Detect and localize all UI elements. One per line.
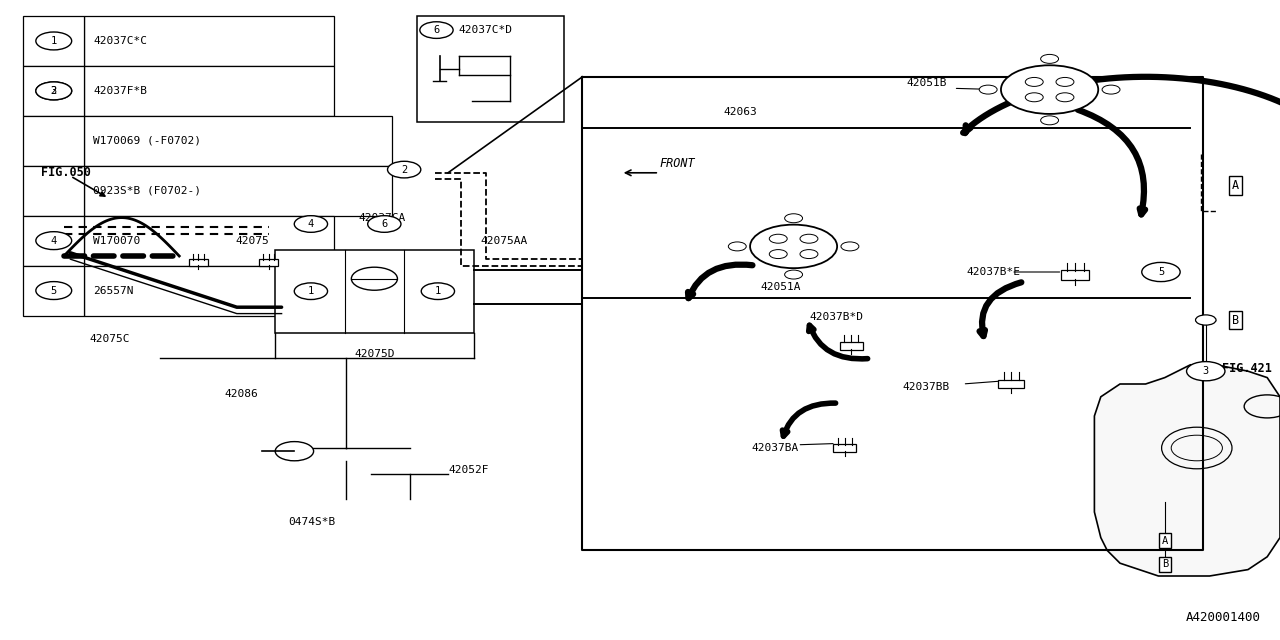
Bar <box>84 116 392 166</box>
FancyBboxPatch shape <box>840 342 863 349</box>
Circle shape <box>1001 65 1098 114</box>
Bar <box>23 166 84 216</box>
Text: A: A <box>1231 179 1239 192</box>
Text: 42075AA: 42075AA <box>480 236 527 246</box>
Circle shape <box>1041 54 1059 63</box>
Bar <box>84 166 392 216</box>
Text: 6: 6 <box>434 25 439 35</box>
Circle shape <box>841 242 859 251</box>
Text: 3: 3 <box>51 86 56 96</box>
Text: 42075D: 42075D <box>355 349 394 359</box>
Text: 42037B*D: 42037B*D <box>809 312 863 322</box>
FancyBboxPatch shape <box>998 380 1024 388</box>
Text: A: A <box>1162 536 1167 546</box>
Circle shape <box>1187 362 1225 381</box>
Text: 42075C: 42075C <box>90 334 131 344</box>
Text: W170069 (-F0702): W170069 (-F0702) <box>93 136 201 146</box>
Bar <box>84 16 334 66</box>
Text: 42051A: 42051A <box>760 282 801 292</box>
Text: 1: 1 <box>51 36 56 46</box>
Text: 4: 4 <box>307 219 314 229</box>
Text: 42037BB: 42037BB <box>902 382 950 392</box>
Bar <box>275 250 474 333</box>
Circle shape <box>294 283 328 300</box>
Text: 0923S*B (F0702-): 0923S*B (F0702-) <box>93 186 201 196</box>
Text: B: B <box>1231 314 1239 326</box>
Bar <box>84 66 334 116</box>
Text: 42037F*B: 42037F*B <box>93 86 147 96</box>
Circle shape <box>1102 85 1120 94</box>
Circle shape <box>421 283 454 300</box>
Text: 42037B*E: 42037B*E <box>966 267 1020 277</box>
FancyBboxPatch shape <box>260 259 278 266</box>
Text: 42063: 42063 <box>723 107 756 117</box>
FancyBboxPatch shape <box>833 444 856 452</box>
FancyBboxPatch shape <box>189 259 207 266</box>
Text: 42037BA: 42037BA <box>751 443 799 453</box>
Circle shape <box>1041 116 1059 125</box>
Text: FIG.050: FIG.050 <box>41 166 91 179</box>
Text: 42037C*C: 42037C*C <box>93 36 147 46</box>
Circle shape <box>1142 262 1180 282</box>
Text: 42051B: 42051B <box>906 78 947 88</box>
Text: 2: 2 <box>401 164 407 175</box>
Bar <box>84 266 334 316</box>
Text: 42086: 42086 <box>224 388 257 399</box>
Circle shape <box>36 232 72 250</box>
Text: 42037CA: 42037CA <box>358 212 406 223</box>
Text: 42075: 42075 <box>236 236 269 246</box>
Text: FIG.421: FIG.421 <box>1222 362 1272 374</box>
Bar <box>23 216 84 266</box>
Circle shape <box>785 214 803 223</box>
Bar <box>23 16 84 66</box>
Text: 1: 1 <box>435 286 442 296</box>
Bar <box>23 66 84 116</box>
Text: 26557N: 26557N <box>93 285 134 296</box>
Circle shape <box>750 225 837 268</box>
Text: FRONT: FRONT <box>659 157 695 170</box>
Polygon shape <box>1094 365 1280 576</box>
Text: W170070: W170070 <box>93 236 141 246</box>
Circle shape <box>36 32 72 50</box>
Circle shape <box>388 161 421 178</box>
Circle shape <box>785 270 803 279</box>
Bar <box>417 16 564 122</box>
Circle shape <box>1196 315 1216 325</box>
Bar <box>84 216 334 266</box>
Circle shape <box>36 82 72 100</box>
FancyBboxPatch shape <box>1061 270 1089 280</box>
Text: 42052F: 42052F <box>448 465 489 476</box>
Circle shape <box>275 442 314 461</box>
Bar <box>23 116 84 166</box>
Text: B: B <box>1162 559 1167 570</box>
Text: 5: 5 <box>51 285 56 296</box>
Text: 5: 5 <box>1158 267 1164 277</box>
Circle shape <box>979 85 997 94</box>
Text: 3: 3 <box>1203 366 1208 376</box>
Text: 42037C*D: 42037C*D <box>458 25 512 35</box>
Circle shape <box>36 282 72 300</box>
Text: 6: 6 <box>381 219 388 229</box>
Circle shape <box>728 242 746 251</box>
Text: 0474S*B: 0474S*B <box>288 516 335 527</box>
Circle shape <box>294 216 328 232</box>
Text: 2: 2 <box>51 86 56 96</box>
Circle shape <box>36 82 72 100</box>
Text: 4: 4 <box>51 236 56 246</box>
Circle shape <box>367 216 401 232</box>
Text: 1: 1 <box>307 286 314 296</box>
Bar <box>23 266 84 316</box>
Circle shape <box>420 22 453 38</box>
Text: A420001400: A420001400 <box>1185 611 1261 624</box>
